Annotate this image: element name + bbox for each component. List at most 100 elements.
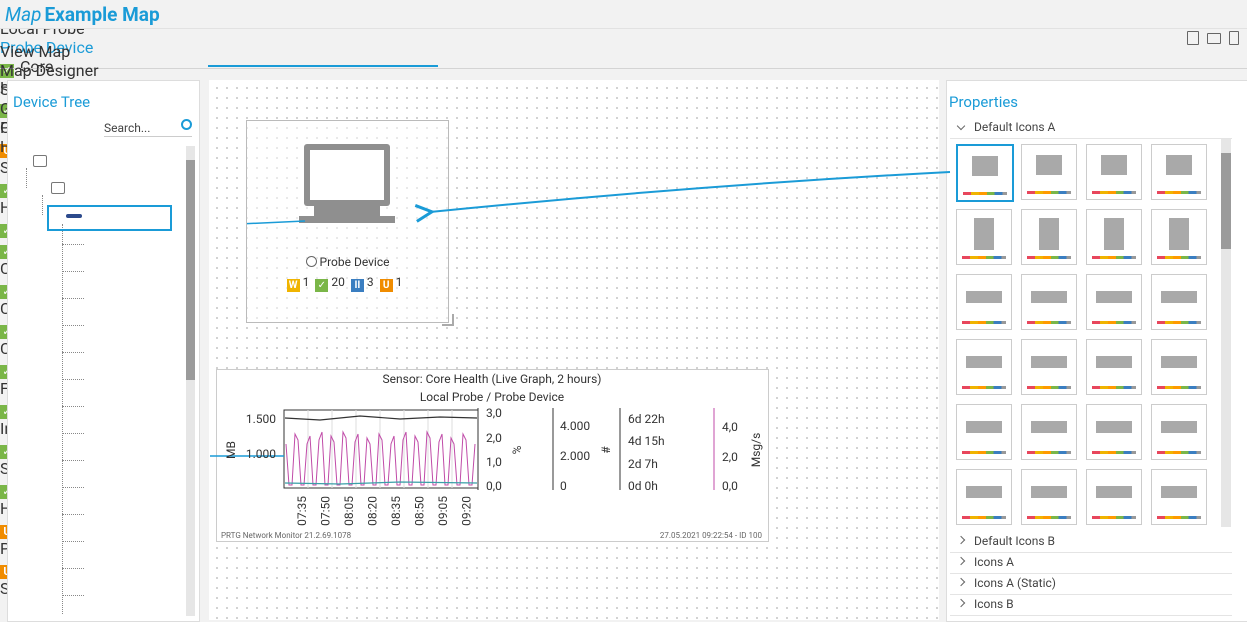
device-label: Probe Device [247,255,448,269]
icon-tile[interactable] [956,469,1012,525]
resize-handle[interactable] [442,314,454,326]
status-strip [962,386,1006,389]
icon-tile[interactable] [1151,339,1207,395]
icon-tile[interactable] [1021,274,1077,330]
time-label: 08:50 [413,496,427,526]
time-label: 08:20 [366,496,380,526]
icon-tile[interactable] [1151,404,1207,460]
active-tab-indicator [208,65,438,67]
tab[interactable]: Map Designer [0,61,1247,80]
node-icon [51,182,65,194]
icon-tile[interactable] [1151,469,1207,525]
icon-tile[interactable] [1151,144,1207,200]
icon-shape [1031,421,1067,433]
icon-tile[interactable] [956,274,1012,330]
tree-line [62,460,84,461]
title-prefix: Map [5,3,42,26]
search-icon[interactable] [181,119,192,130]
icon-shape [1104,218,1124,250]
tree-line [62,271,84,272]
icon-tile[interactable] [1086,404,1142,460]
axis-tick-label: 1,0 [486,455,502,469]
icon-tile[interactable] [1086,144,1142,200]
icon-tile[interactable] [1021,469,1077,525]
top-bar [0,0,1247,29]
status-strip [1092,191,1136,194]
axis-unit: # [599,446,613,454]
scrollbar[interactable] [186,146,195,616]
device-name: Probe Device [319,255,390,269]
delete-button[interactable] [1229,31,1239,45]
tree-line [62,224,63,614]
map-object[interactable]: Probe Device W 1 ✓ 20 II 3 U 1 [246,120,449,323]
icon-tile[interactable] [1021,144,1077,200]
status-strip [962,321,1006,324]
tree-line [62,325,84,326]
tree-line [26,168,27,188]
axis-unit: Msg/s [749,433,763,468]
monitor-screen [310,150,384,200]
section-label: Icons A (Static) [974,576,1056,590]
scroll-thumb[interactable] [1221,153,1231,249]
icon-tile[interactable] [1086,339,1142,395]
clone-button[interactable] [1187,31,1199,45]
status-strip [1092,321,1136,324]
graph-subtitle: Local Probe / Probe Device [420,390,564,404]
icon-tile[interactable] [1021,404,1077,460]
tree-line [62,433,84,434]
icon-shape [966,421,1002,433]
monitor-stand [314,206,380,216]
status-strip [1157,451,1201,454]
status-strip [1157,256,1201,259]
icon-tile[interactable] [956,404,1012,460]
icon-tile[interactable] [1151,209,1207,265]
node-icon [33,155,47,167]
time-label: 09:20 [460,496,474,526]
sel [47,205,172,231]
icon-shape [1101,155,1127,175]
icon-tile[interactable] [956,339,1012,395]
tree-line [62,541,84,542]
section-header[interactable]: Icons A (Static) [950,574,1232,595]
tree-line [62,514,84,515]
badge-count: 1 [302,275,310,289]
icon-tile[interactable] [1086,274,1142,330]
status-strip [962,516,1006,519]
icon-tile[interactable] [956,209,1012,265]
axis-tick-label: 0d 0h [628,479,658,493]
section-header[interactable]: Default Icons B [950,532,1232,553]
tree-line [62,352,84,353]
map-title: Map Example Map [5,3,160,26]
icon-shape [966,356,1002,368]
icon-tile[interactable] [1086,209,1142,265]
time-label: 07:35 [295,496,309,526]
graph-footer-right: 27.05.2021 09:22:54 - ID 100 [660,531,763,540]
status-strip [1027,386,1071,389]
icon-tile[interactable] [1021,339,1077,395]
panel-title: Properties [949,93,1019,111]
tab[interactable]: View Map [0,42,1247,61]
scroll-thumb[interactable] [186,160,195,380]
status-strip [1092,256,1136,259]
axis-tick-label: 2.000 [560,449,590,463]
node[interactable]: Probe Device [0,38,94,57]
scrollbar[interactable] [1221,139,1231,527]
icon-shape [1096,356,1132,368]
trace [285,430,476,486]
icon-tile[interactable] [1021,209,1077,265]
search-input[interactable]: Search... [104,121,192,137]
icon-tile[interactable] [956,144,1014,202]
badge-count: 3 [366,275,374,289]
icon-tile[interactable] [1151,274,1207,330]
status-badge: ✓ [0,64,14,78]
section-header[interactable]: Default Icons A [950,118,1232,139]
chevron [956,535,966,545]
icon-shape [1031,291,1067,303]
icon-tile[interactable] [1086,469,1142,525]
email-button[interactable] [1207,33,1221,44]
panel-title: Device Tree [13,93,91,111]
icon-shape [1161,291,1197,303]
status-strip [1157,386,1201,389]
section-header[interactable]: Icons A [950,553,1232,574]
